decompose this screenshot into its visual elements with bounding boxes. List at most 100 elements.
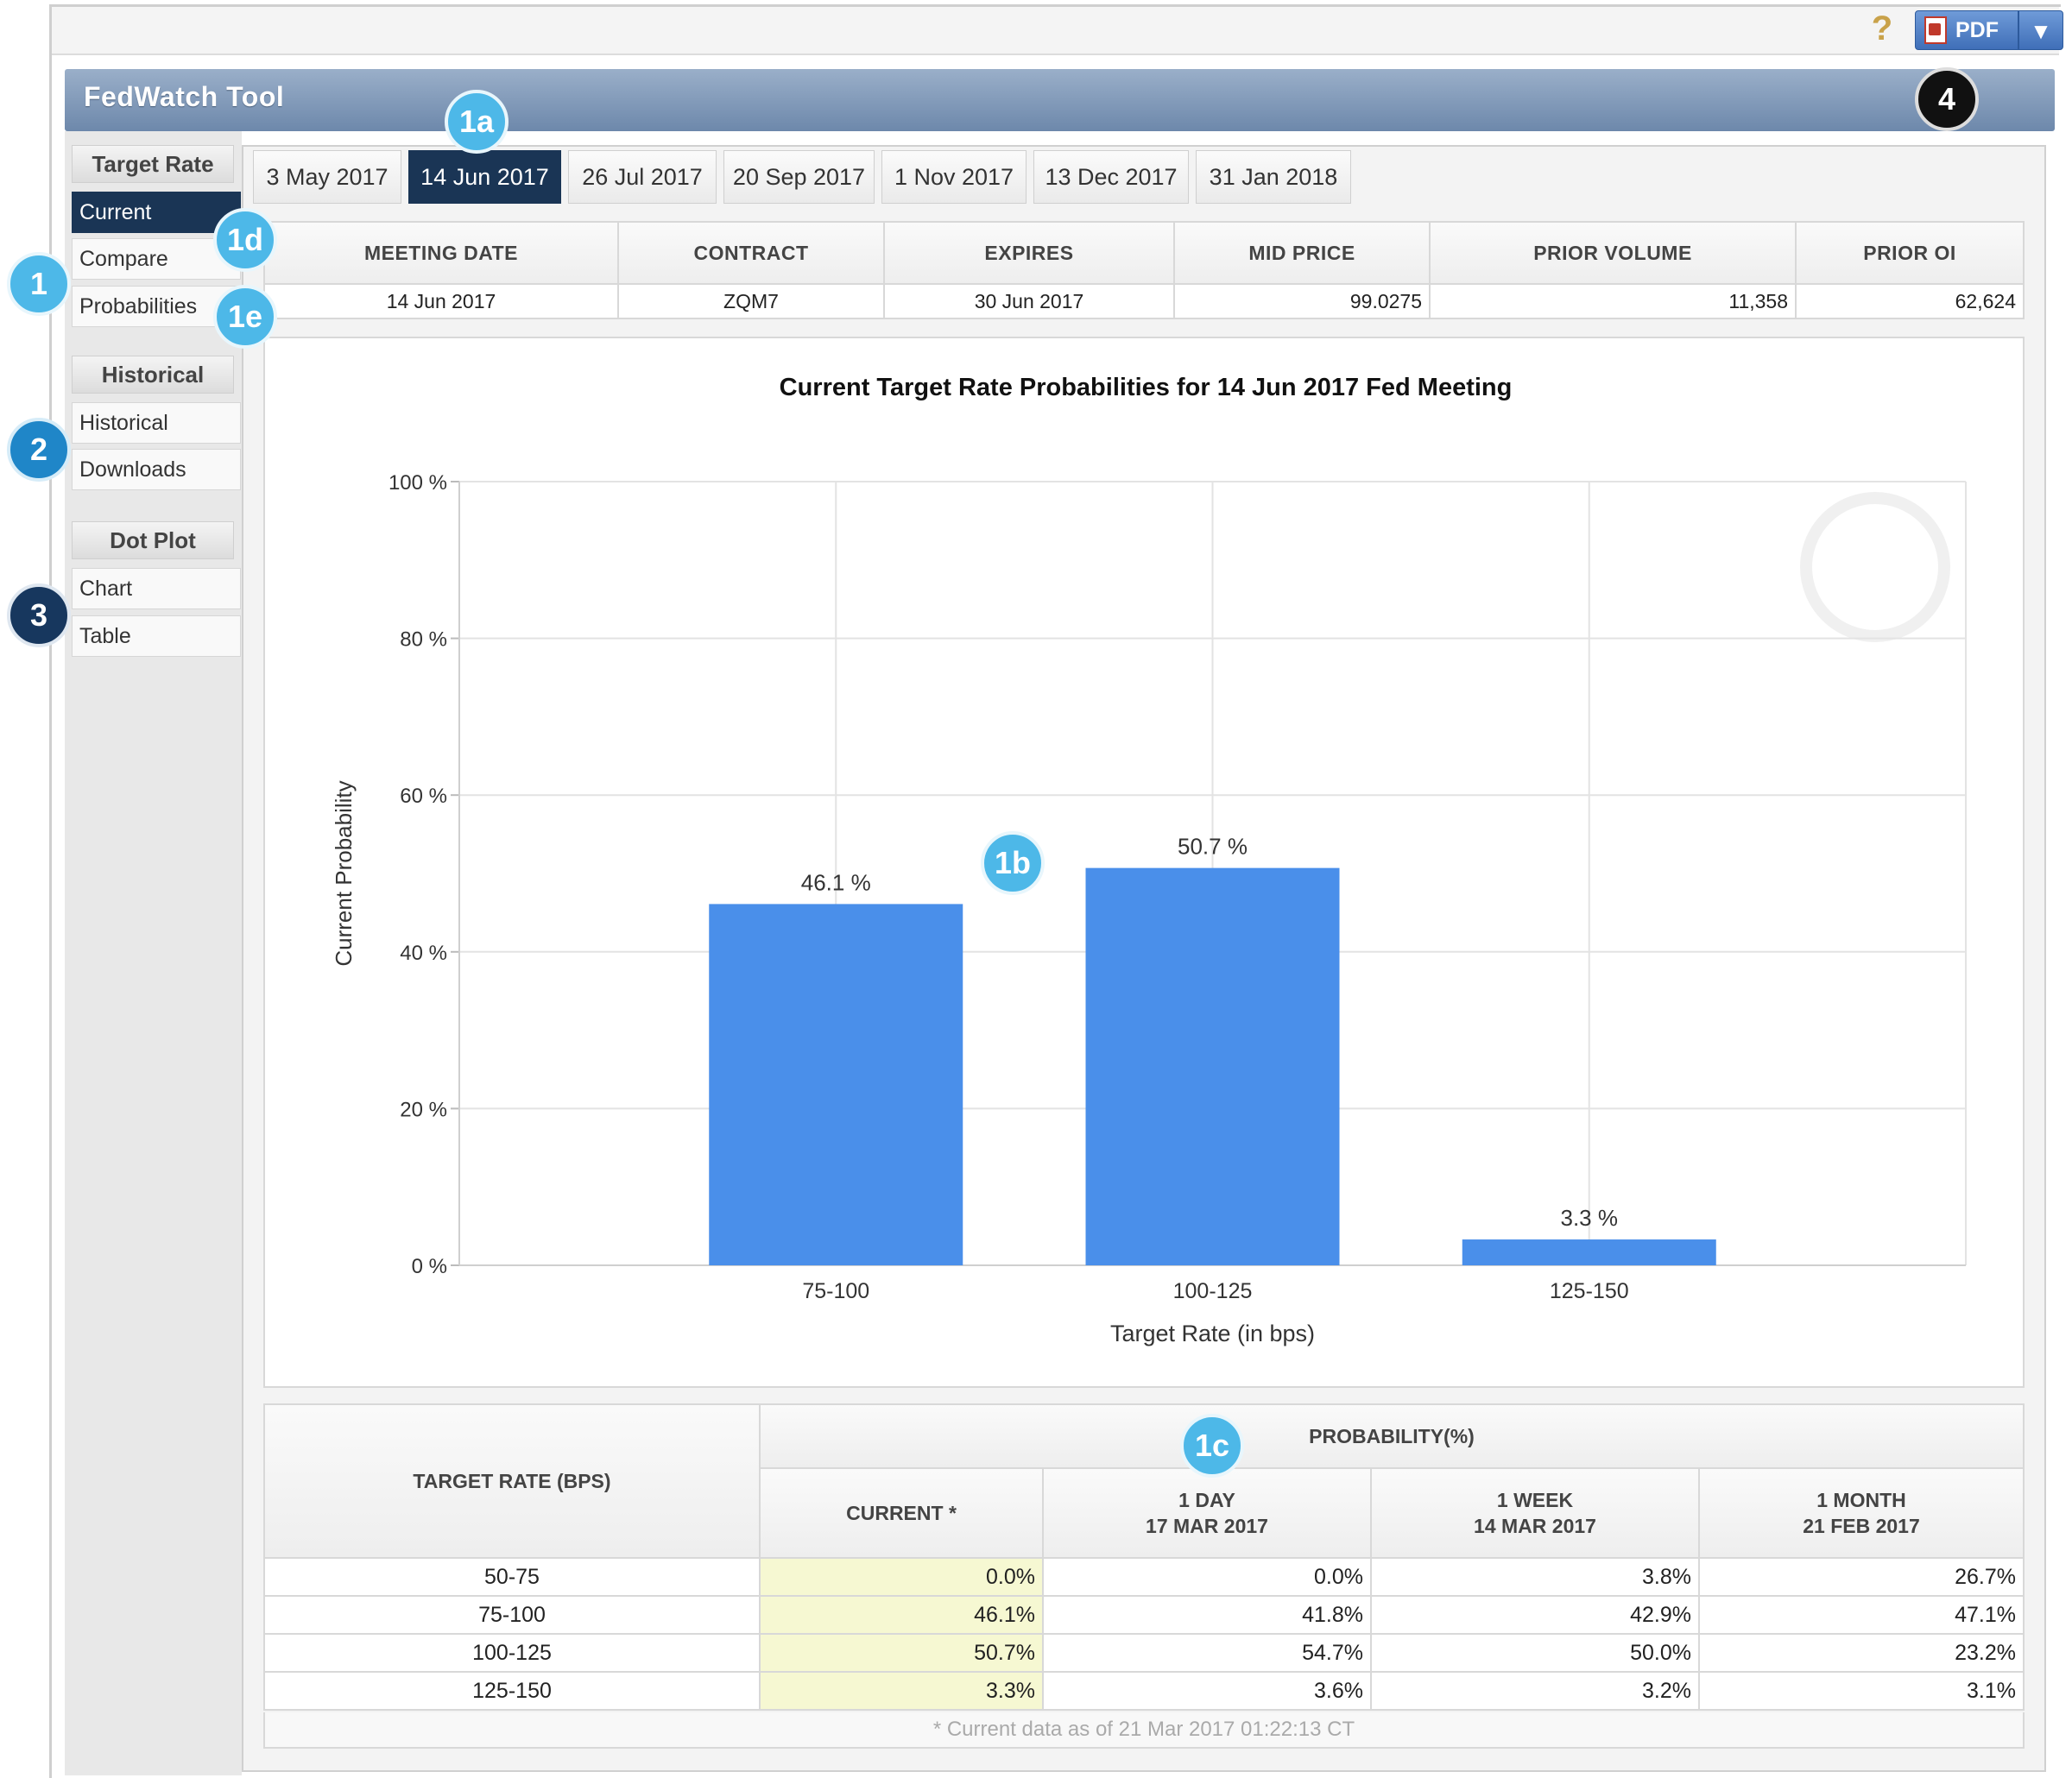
- value-cell: 50.7%: [759, 1633, 1044, 1673]
- callout-badge: 1: [7, 252, 71, 316]
- column-header: MID PRICE: [1173, 221, 1431, 285]
- y-tick-label: 100 %: [388, 471, 447, 495]
- utility-bar: [52, 7, 2059, 55]
- table-cell: ZQM7: [617, 283, 885, 319]
- watermark-logo: [1800, 492, 1950, 642]
- column-header: PRIOR VOLUME: [1429, 221, 1797, 285]
- value-cell: 3.2%: [1370, 1671, 1700, 1711]
- tab-31-jan-2018[interactable]: 31 Jan 2018: [1196, 150, 1351, 204]
- x-tick-label: 125-150: [1550, 1279, 1629, 1303]
- table-cell: 14 Jun 2017: [263, 283, 619, 319]
- title-bar: FedWatch Tool: [65, 69, 2055, 131]
- value-cell: 0.0%: [1042, 1557, 1372, 1597]
- sidebar-heading-historical: Historical: [72, 356, 234, 394]
- callout-badge: 1a: [445, 90, 509, 154]
- value-cell: 47.1%: [1698, 1595, 2025, 1635]
- column-header-current: CURRENT *: [759, 1467, 1044, 1559]
- data-timestamp-footnote: * Current data as of 21 Mar 2017 01:22:1…: [263, 1712, 2025, 1749]
- sidebar-item-probabilities[interactable]: Probabilities: [72, 286, 241, 327]
- table-row: 14 Jun 2017 ZQM7 30 Jun 2017 99.0275 11,…: [263, 283, 2025, 319]
- value-cell: 3.1%: [1698, 1671, 2025, 1711]
- value-cell: 3.6%: [1042, 1671, 1372, 1711]
- rate-cell: 125-150: [263, 1671, 761, 1711]
- value-cell: 3.3%: [759, 1671, 1044, 1711]
- x-tick-label: 100-125: [1173, 1279, 1253, 1303]
- bar: [709, 904, 963, 1265]
- table-cell: 62,624: [1795, 283, 2025, 319]
- probability-table: TARGET RATE (BPS) PROBABILITY(%) CURRENT…: [263, 1403, 2025, 1711]
- chevron-down-icon[interactable]: ▼: [2018, 10, 2063, 50]
- data-label: 50.7 %: [1178, 834, 1248, 860]
- chart-panel: 0 % 20 % 40 % 60 % 80 % 100 % 46.1 % 75-100 50.7…: [263, 337, 2025, 1388]
- callout-badge: 1b: [981, 831, 1045, 895]
- value-cell: 41.8%: [1042, 1595, 1372, 1635]
- value-cell: 3.8%: [1370, 1557, 1700, 1597]
- column-header-line: 21 FEB 2017: [1803, 1515, 1920, 1537]
- sidebar-item-current[interactable]: Current: [72, 192, 241, 233]
- value-cell: 0.0%: [759, 1557, 1044, 1597]
- y-tick-label: 20 %: [400, 1098, 447, 1121]
- callout-badge: 1c: [1180, 1414, 1244, 1478]
- rate-cell: 75-100: [263, 1595, 761, 1635]
- column-header-line: 14 MAR 2017: [1474, 1515, 1596, 1537]
- tab-13-dec-2017[interactable]: 13 Dec 2017: [1033, 150, 1189, 204]
- pdf-label: PDF: [1955, 17, 1999, 42]
- value-cell: 23.2%: [1698, 1633, 2025, 1673]
- tab-26-jul-2017[interactable]: 26 Jul 2017: [568, 150, 717, 204]
- table-row: 75-100 46.1% 41.8% 42.9% 47.1%: [263, 1595, 2025, 1635]
- bar-chart: 0 % 20 % 40 % 60 % 80 % 100 % 46.1 % 75-100 50.7…: [331, 374, 1967, 1346]
- column-header-line: 1 DAY: [1178, 1489, 1235, 1511]
- pdf-icon: [1924, 16, 1947, 44]
- bar: [1085, 867, 1340, 1265]
- table-cell: 11,358: [1429, 283, 1797, 319]
- y-tick-label: 60 %: [400, 785, 447, 808]
- value-cell: 54.7%: [1042, 1633, 1372, 1673]
- value-cell: 42.9%: [1370, 1595, 1700, 1635]
- x-tick-label: 75-100: [802, 1279, 869, 1303]
- tab-14-jun-2017[interactable]: 14 Jun 2017: [408, 150, 561, 204]
- column-header-1-week: 1 WEEK 14 MAR 2017: [1370, 1467, 1700, 1559]
- value-cell: 46.1%: [759, 1595, 1044, 1635]
- pdf-button[interactable]: PDF: [1915, 10, 2018, 50]
- sidebar-item-table[interactable]: Table: [72, 615, 241, 657]
- callout-badge: 1e: [213, 285, 277, 349]
- page-title: FedWatch Tool: [84, 81, 285, 112]
- column-header: EXPIRES: [883, 221, 1175, 285]
- rate-header: TARGET RATE (BPS): [263, 1403, 761, 1559]
- column-header-1-month: 1 MONTH 21 FEB 2017: [1698, 1467, 2025, 1559]
- sidebar: Target Rate Current Compare Probabilitie…: [65, 131, 242, 1775]
- chart-title: Current Target Rate Probabilities for 14…: [780, 374, 1513, 401]
- column-header-line: CURRENT *: [846, 1502, 957, 1524]
- table-row: 100-125 50.7% 54.7% 50.0% 23.2%: [263, 1633, 2025, 1673]
- tab-1-nov-2017[interactable]: 1 Nov 2017: [881, 150, 1027, 204]
- callout-badge: 3: [7, 583, 71, 647]
- column-header-line: 1 MONTH: [1816, 1489, 1906, 1511]
- data-label: 3.3 %: [1561, 1205, 1619, 1231]
- sidebar-heading-target-rate: Target Rate: [72, 145, 234, 183]
- question-mark-icon[interactable]: ?: [1871, 9, 1893, 47]
- column-header: PRIOR OI: [1795, 221, 2025, 285]
- column-header: MEETING DATE: [263, 221, 619, 285]
- y-tick-label: 0 %: [412, 1255, 447, 1278]
- y-axis-label: Current Probability: [331, 780, 357, 966]
- sidebar-item-historical[interactable]: Historical: [72, 402, 241, 444]
- callout-badge: 2: [7, 418, 71, 482]
- bar: [1462, 1239, 1716, 1265]
- table-cell: 99.0275: [1173, 283, 1431, 319]
- y-tick-label: 40 %: [400, 942, 447, 965]
- column-header: CONTRACT: [617, 221, 885, 285]
- sidebar-item-chart[interactable]: Chart: [72, 568, 241, 609]
- value-cell: 26.7%: [1698, 1557, 2025, 1597]
- value-cell: 50.0%: [1370, 1633, 1700, 1673]
- x-axis-label: Target Rate (in bps): [1110, 1321, 1315, 1346]
- column-header-line: 17 MAR 2017: [1146, 1515, 1268, 1537]
- table-row: 125-150 3.3% 3.6% 3.2% 3.1%: [263, 1671, 2025, 1711]
- y-tick-label: 80 %: [400, 628, 447, 652]
- sidebar-item-compare[interactable]: Compare: [72, 238, 241, 280]
- callout-badge: 1d: [213, 208, 277, 272]
- tab-20-sep-2017[interactable]: 20 Sep 2017: [723, 150, 875, 204]
- tab-3-may-2017[interactable]: 3 May 2017: [253, 150, 401, 204]
- sidebar-item-downloads[interactable]: Downloads: [72, 449, 241, 490]
- rate-cell: 100-125: [263, 1633, 761, 1673]
- contract-table: MEETING DATE CONTRACT EXPIRES MID PRICE …: [263, 221, 2025, 319]
